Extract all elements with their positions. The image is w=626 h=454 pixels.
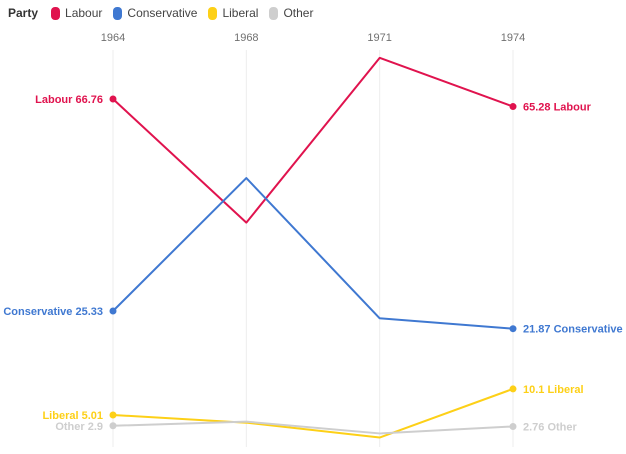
series-line-other [112, 420, 514, 435]
conservative-data-point [509, 325, 517, 333]
other-legend-marker-icon [269, 7, 279, 20]
x-axis-label: 1964 [101, 32, 125, 44]
legend-title: Party [8, 6, 39, 20]
legend-item-label: Labour [65, 6, 103, 20]
x-axis-label: 1974 [501, 32, 525, 44]
series-line-liberal [112, 387, 514, 439]
labour-legend-marker-icon [51, 7, 61, 20]
series-label-right-other: 2.76 Other [523, 421, 578, 433]
liberal-legend-marker-icon [208, 7, 218, 20]
liberal-data-point [509, 385, 517, 393]
series-label-left-conservative: Conservative 25.33 [3, 306, 103, 318]
series-label-right-labour: 65.28 Labour [523, 102, 592, 114]
legend-item-labour[interactable]: Labour [51, 6, 102, 21]
legend-item-liberal[interactable]: Liberal [208, 6, 258, 21]
conservative-legend-marker-icon [113, 7, 123, 20]
legend-item-other[interactable]: Other [269, 6, 313, 21]
labour-data-point [109, 95, 117, 103]
other-data-point [509, 422, 517, 430]
conservative-data-point [109, 307, 117, 315]
series-label-right-conservative: 21.87 Conservative [523, 324, 623, 336]
series-line-conservative [112, 177, 514, 330]
legend: Party Labour Conservative Liberal Other [8, 6, 313, 21]
labour-data-point [509, 103, 517, 111]
legend-item-label: Other [283, 6, 314, 20]
series-label-right-liberal: 10.1 Liberal [523, 384, 584, 396]
other-data-point [109, 422, 117, 430]
legend-item-conservative[interactable]: Conservative [113, 6, 197, 21]
series-label-left-labour: Labour 66.76 [35, 94, 103, 106]
series-label-left-other: Other 2.9 [55, 421, 103, 433]
series-line-labour [112, 56, 514, 224]
x-axis-label: 1971 [367, 32, 391, 44]
series-label-left-liberal: Liberal 5.01 [42, 410, 103, 422]
liberal-data-point [109, 411, 117, 419]
x-axis-label: 1968 [234, 32, 258, 44]
legend-item-label: Conservative [127, 6, 198, 20]
legend-item-label: Liberal [222, 6, 259, 20]
